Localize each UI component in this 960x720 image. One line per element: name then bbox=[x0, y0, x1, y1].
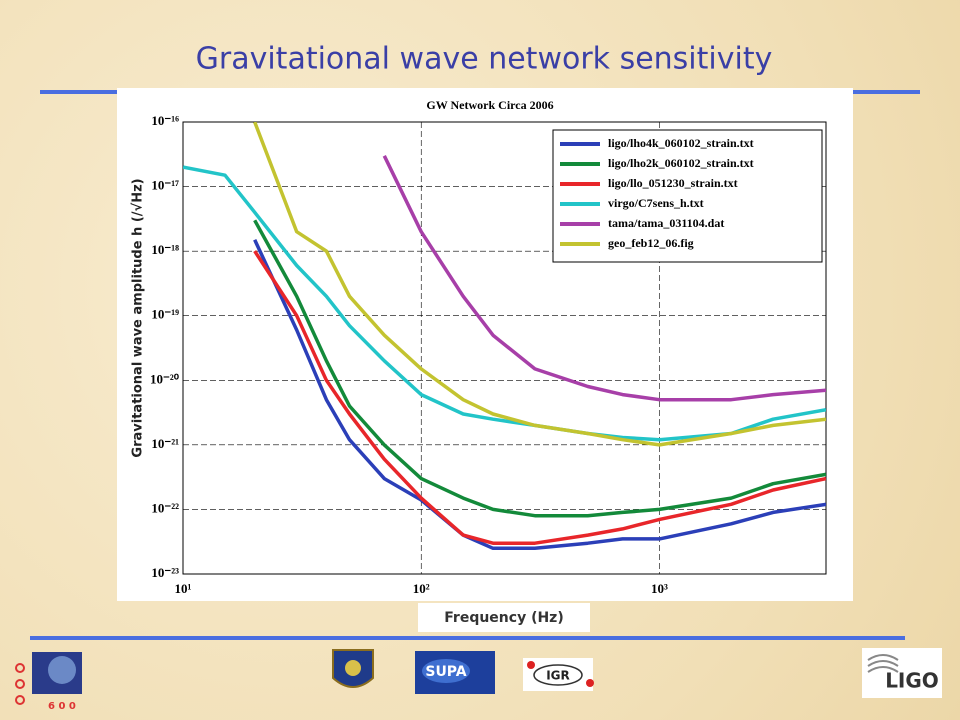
y-tick-label: 10⁻¹⁹ bbox=[151, 307, 179, 322]
legend-box bbox=[552, 129, 823, 263]
igr-logo: IGR bbox=[523, 658, 594, 691]
crest-logo bbox=[332, 649, 374, 688]
legend-label: ligo/lho2k_060102_strain.txt bbox=[608, 156, 754, 170]
series-line bbox=[253, 250, 826, 545]
legend-label: ligo/lho4k_060102_strain.txt bbox=[608, 136, 754, 150]
legend-label: tama/tama_031104.dat bbox=[608, 216, 724, 230]
y-tick-label: 10⁻¹⁷ bbox=[151, 178, 179, 193]
geo-text: 6 0 0 bbox=[48, 701, 76, 712]
y-tick-label: 10⁻²¹ bbox=[151, 436, 179, 451]
series-group bbox=[183, 122, 826, 551]
legend-label: geo_feb12_06.fig bbox=[608, 236, 694, 250]
x-tick-label: 10³ bbox=[651, 581, 668, 596]
y-tick-label: 10⁻¹⁶ bbox=[151, 113, 179, 128]
y-tick-label: 10⁻²² bbox=[151, 500, 179, 515]
series-line bbox=[183, 165, 826, 442]
series-line bbox=[253, 239, 826, 551]
x-tick-label: 10¹ bbox=[175, 581, 192, 596]
y-tick-label: 10⁻²³ bbox=[151, 565, 179, 580]
plot: 10⁻¹⁶ 10⁻¹⁷ 10⁻¹⁸ 10⁻¹⁹ 10⁻²⁰ 10⁻²¹ 10⁻²² 10⁻²³… bbox=[150, 113, 827, 596]
x-label-box bbox=[418, 603, 590, 632]
igr-text: IGR bbox=[546, 669, 570, 683]
series-line bbox=[382, 155, 826, 402]
legend-label: ligo/llo_051230_strain.txt bbox=[608, 176, 738, 190]
geo-logo: 6 0 0 bbox=[15, 652, 82, 712]
y-tick-label: 10⁻¹⁸ bbox=[151, 242, 179, 257]
x-tick-label: 10² bbox=[413, 581, 430, 596]
ligo-logo: LIGO bbox=[862, 648, 942, 698]
series-line bbox=[253, 219, 826, 518]
ligo-text: LIGO bbox=[885, 669, 939, 693]
chart-title: GW Network Circa 2006 bbox=[426, 98, 553, 112]
series-line bbox=[253, 122, 826, 447]
y-axis-label: Gravitational wave amplitude h (/√Hz) bbox=[131, 178, 146, 457]
x-axis-label: Frequency (Hz) bbox=[444, 610, 563, 626]
supa-logo: SUPA bbox=[415, 651, 495, 694]
legend-label: virgo/C7sens_h.txt bbox=[608, 196, 704, 210]
y-tick-label: 10⁻²⁰ bbox=[150, 371, 180, 386]
supa-text: SUPA bbox=[425, 664, 466, 680]
slide-title: Gravitational wave network sensitivity bbox=[196, 42, 773, 77]
